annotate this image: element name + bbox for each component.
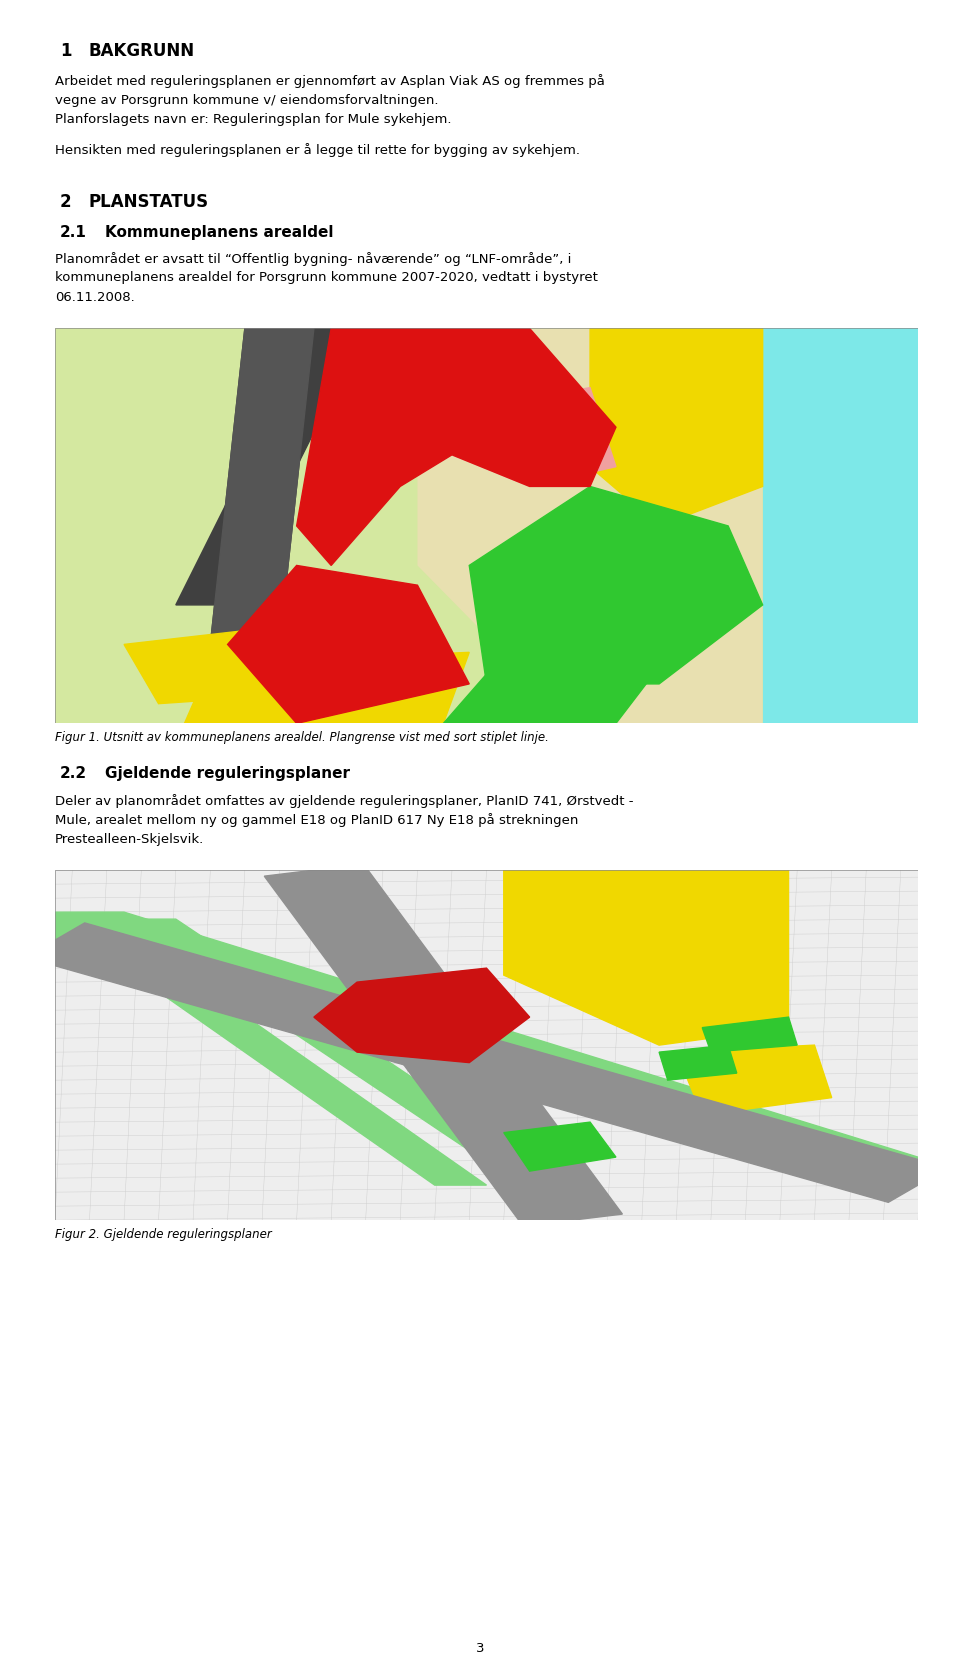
PathPatch shape — [418, 329, 762, 723]
Text: BAKGRUNN: BAKGRUNN — [88, 42, 194, 60]
Text: vegne av Porsgrunn kommune v/ eiendomsforvaltningen.: vegne av Porsgrunn kommune v/ eiendomsfo… — [55, 94, 439, 107]
Polygon shape — [469, 486, 762, 685]
Text: Mule, arealet mellom ny og gammel E18 og PlanID 617 Ny E18 på strekningen: Mule, arealet mellom ny og gammel E18 og… — [55, 813, 578, 827]
Text: Kommuneplanens arealdel: Kommuneplanens arealdel — [105, 225, 333, 240]
Polygon shape — [677, 1045, 831, 1116]
Polygon shape — [124, 625, 331, 703]
Text: Gjeldende reguleringsplaner: Gjeldende reguleringsplaner — [105, 767, 350, 782]
Polygon shape — [660, 1045, 736, 1080]
Polygon shape — [25, 924, 948, 1202]
Text: Planforslagets navn er: Reguleringsplan for Mule sykehjem.: Planforslagets navn er: Reguleringsplan … — [55, 114, 451, 125]
Text: Figur 1. Utsnitt av kommuneplanens arealdel. Plangrense vist med sort stiplet li: Figur 1. Utsnitt av kommuneplanens areal… — [55, 731, 549, 745]
Text: PLANSTATUS: PLANSTATUS — [88, 192, 208, 210]
Text: 3: 3 — [476, 1642, 484, 1655]
Polygon shape — [202, 329, 314, 723]
Polygon shape — [314, 969, 530, 1062]
Text: 06.11.2008.: 06.11.2008. — [55, 291, 134, 304]
Text: 2: 2 — [60, 192, 72, 210]
Text: Planområdet er avsatt til “Offentlig bygning- nåværende” og “LNF-område”, i: Planområdet er avsatt til “Offentlig byg… — [55, 252, 571, 266]
Polygon shape — [703, 1017, 797, 1052]
Polygon shape — [55, 912, 918, 1186]
Polygon shape — [297, 329, 616, 566]
Polygon shape — [176, 329, 366, 605]
Polygon shape — [55, 919, 487, 1186]
Text: Figur 2. Gjeldende reguleringsplaner: Figur 2. Gjeldende reguleringsplaner — [55, 1227, 272, 1241]
Text: Arbeidet med reguleringsplanen er gjennomført av Asplan Viak AS og fremmes på: Arbeidet med reguleringsplanen er gjenno… — [55, 73, 605, 89]
Text: Prestealleen-Skjelsvik.: Prestealleen-Skjelsvik. — [55, 833, 204, 845]
Polygon shape — [590, 526, 728, 625]
Text: 2.2: 2.2 — [60, 767, 87, 782]
Polygon shape — [452, 387, 616, 486]
Polygon shape — [124, 919, 573, 1186]
Polygon shape — [228, 566, 469, 723]
Text: kommuneplanens arealdel for Porsgrunn kommune 2007-2020, vedtatt i bystyret: kommuneplanens arealdel for Porsgrunn ko… — [55, 272, 598, 284]
Polygon shape — [444, 625, 677, 723]
Polygon shape — [504, 870, 788, 1045]
Text: 1: 1 — [60, 42, 71, 60]
Polygon shape — [504, 1122, 616, 1171]
Text: Deler av planområdet omfattes av gjeldende reguleringsplaner, PlanID 741, Ørstve: Deler av planområdet omfattes av gjelden… — [55, 793, 634, 808]
Text: 2.1: 2.1 — [60, 225, 86, 240]
Polygon shape — [184, 653, 469, 723]
Polygon shape — [590, 329, 762, 526]
Polygon shape — [55, 934, 158, 947]
Text: Hensikten med reguleringsplanen er å legge til rette for bygging av sykehjem.: Hensikten med reguleringsplanen er å leg… — [55, 144, 580, 157]
Polygon shape — [264, 863, 622, 1226]
Bar — [762, 329, 918, 723]
Polygon shape — [202, 329, 314, 723]
